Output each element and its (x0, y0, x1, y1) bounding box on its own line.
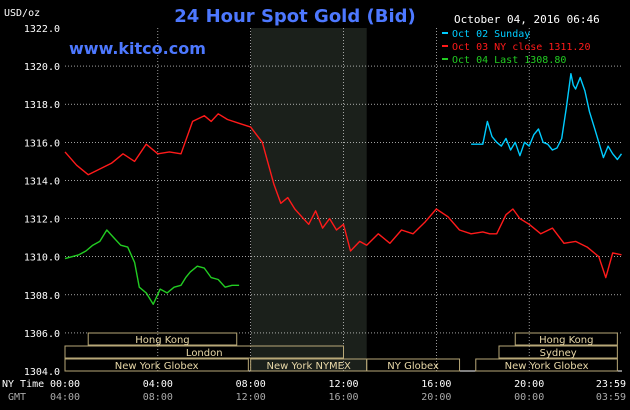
session-label: New York Globex (505, 361, 589, 372)
legend-swatch (442, 45, 448, 47)
session-label: Hong Kong (135, 335, 189, 346)
x-tick-ny: 00:00 (50, 379, 80, 390)
session-label: Sydney (540, 348, 577, 359)
legend: Oct 02 Sunday Oct 03 NY close 1311.20 Oct … (442, 29, 590, 66)
x-tick-ny: 23:59 (596, 379, 626, 390)
x-tick-gmt: 04:00 (50, 392, 80, 403)
source-label: www.kitco.com (69, 39, 206, 58)
nymex-session-shade (250, 28, 367, 371)
session-bar (514, 332, 618, 346)
session-label: New York NYMEX (267, 361, 352, 372)
x-tick-gmt: 08:00 (143, 392, 173, 403)
y-tick-label: 1312.0 (24, 215, 60, 226)
y-tick-label: 1306.0 (24, 329, 60, 340)
gmt-row-label: GMT (8, 392, 26, 403)
x-tick-gmt: 16:00 (328, 392, 358, 403)
session-label: Hong Kong (539, 335, 593, 346)
x-tick-ny: 12:00 (328, 379, 358, 390)
session-bar (498, 345, 618, 359)
y-axis-ticks: 1322.0 1320.0 1318.0 1316.0 1314.0 1312.0 1310… (24, 24, 60, 378)
series-line (471, 72, 623, 161)
y-tick-label: 1322.0 (24, 24, 60, 35)
legend-swatch (442, 58, 448, 60)
y-tick-label: 1308.0 (24, 291, 60, 302)
x-tick-gmt: 20:00 (421, 392, 451, 403)
x-tick-ny: 20:00 (514, 379, 544, 390)
y-tick-label: 1310.0 (24, 253, 60, 264)
session-bar (64, 345, 344, 359)
x-tick-gmt: 03:59 (596, 392, 626, 403)
x-axis-ticks: 00:00 04:00 08:00 12:00 16:00 20:00 23:59 04:00… (50, 379, 626, 403)
x-tick-ny: 04:00 (143, 379, 173, 390)
price-lines (64, 72, 623, 305)
series-line (64, 229, 240, 305)
session-bar (366, 358, 461, 372)
legend-label: Oct 03 NY close 1311.20 (452, 42, 590, 53)
legend-swatch (442, 32, 448, 34)
x-tick-ny: 16:00 (421, 379, 451, 390)
x-tick-gmt: 12:00 (236, 392, 266, 403)
y-tick-label: 1314.0 (24, 176, 60, 187)
series-line (64, 113, 622, 279)
session-label: London (186, 348, 223, 359)
y-tick-label: 1318.0 (24, 100, 60, 111)
y-tick-label: 1320.0 (24, 62, 60, 73)
session-label: NY Globex (387, 361, 439, 372)
y-tick-label: 1316.0 (24, 138, 60, 149)
y-axis-label: USD/oz (4, 8, 40, 19)
ny-time-row-label: NY Time (2, 379, 44, 390)
legend-label: Oct 02 Sunday (452, 29, 530, 40)
session-bar (475, 358, 618, 372)
timestamp: October 04, 2016 06:46 (454, 13, 600, 26)
x-tick-gmt: 00:00 (514, 392, 544, 403)
session-bar (64, 358, 249, 372)
session-bar (87, 332, 238, 346)
y-tick-label: 1304.0 (24, 367, 60, 378)
chart-title: 24 Hour Spot Gold (Bid) (174, 6, 415, 27)
legend-label: Oct 04 Last 1308.80 (452, 55, 566, 66)
market-sessions: Hong Kong London New York Globex New York N… (64, 332, 618, 372)
session-label: New York Globex (115, 361, 199, 372)
x-tick-ny: 08:00 (236, 379, 266, 390)
